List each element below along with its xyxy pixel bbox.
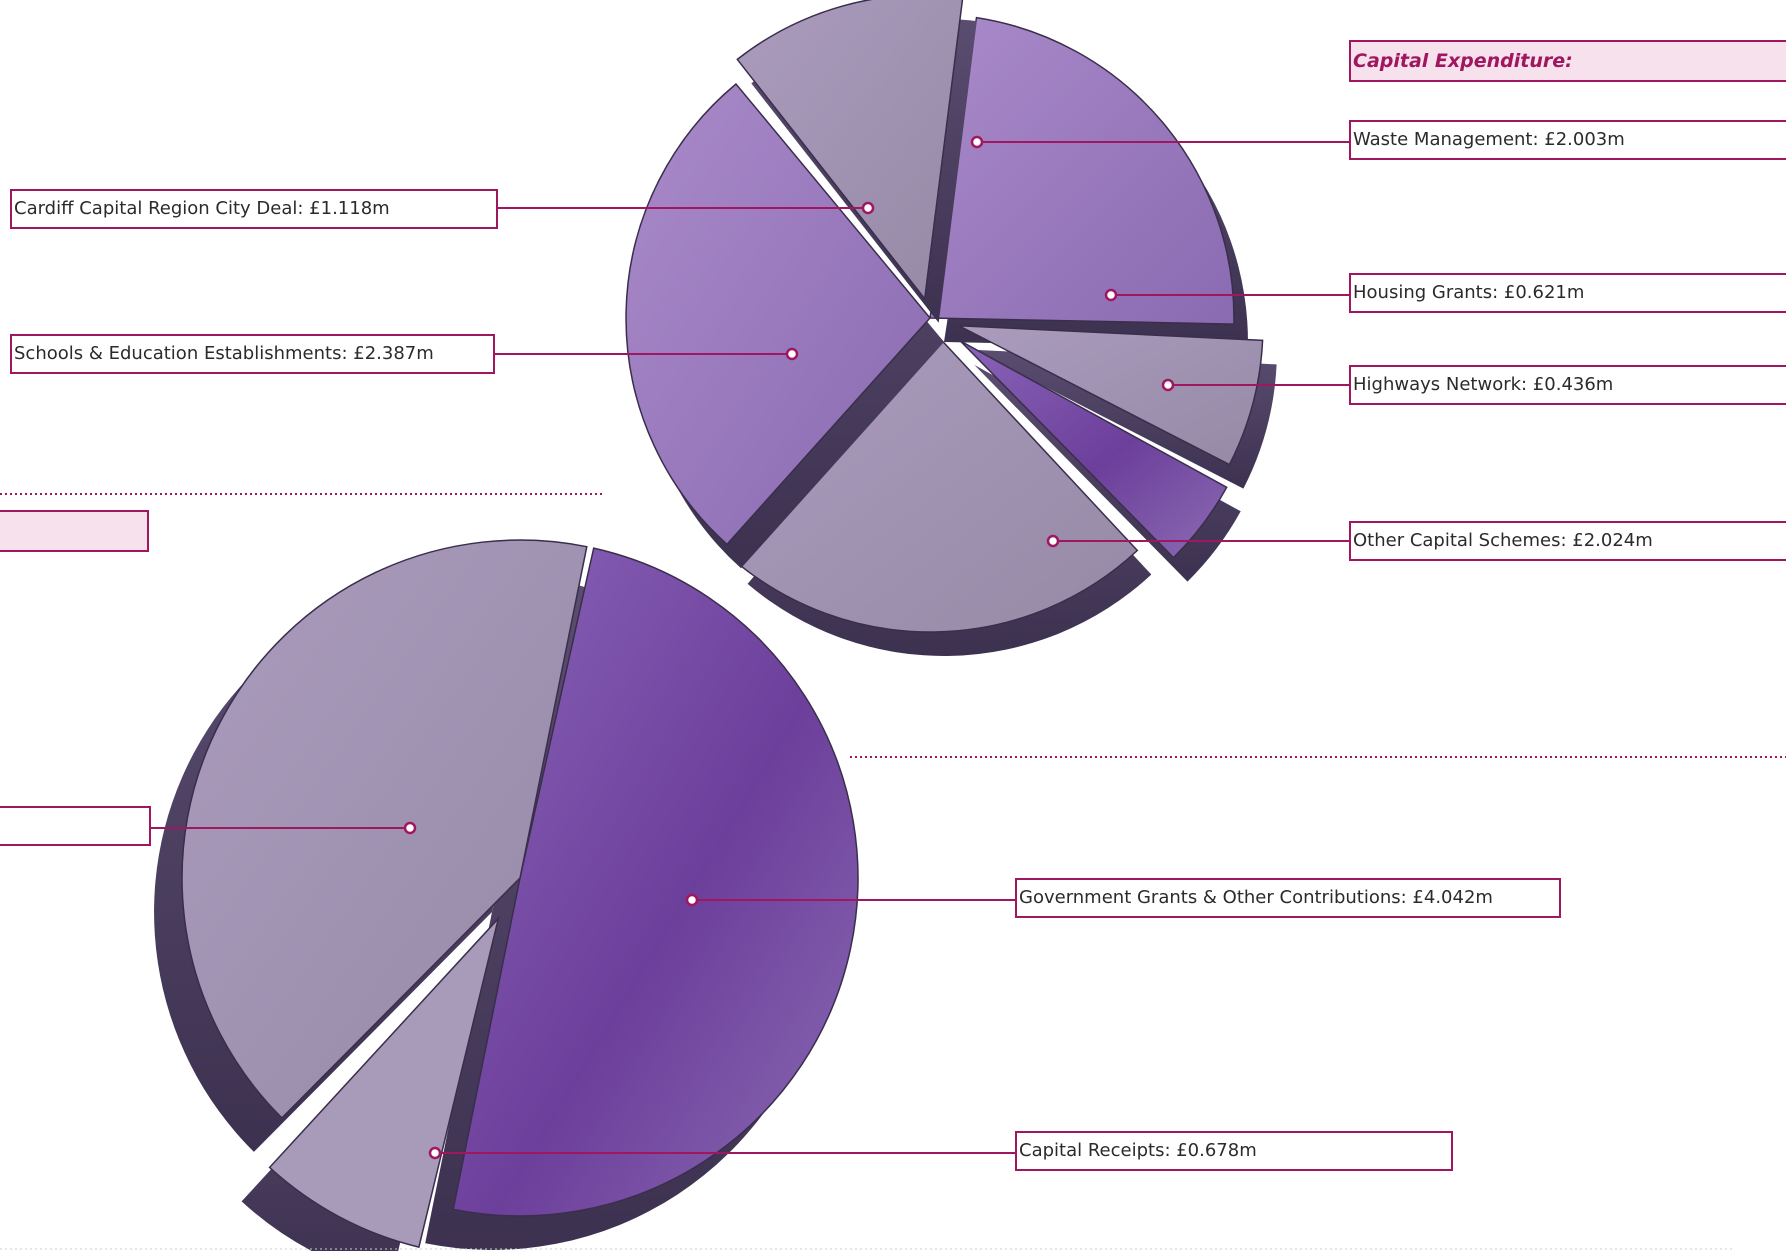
leader-dot-housing-grants: [1104, 288, 1118, 302]
leader-dot-highways-network: [1161, 378, 1175, 392]
slice-cardiff-capital-region-city-deal: [736, 0, 964, 301]
label-waste-management: Waste Management: £2.003m: [1349, 120, 1786, 160]
leader-dot-capital-receipts: [428, 1146, 442, 1160]
leader-dot-government-grants: [685, 893, 699, 907]
leader-dot-left-slice: [403, 821, 417, 835]
leader-dot-waste-management: [970, 135, 984, 149]
leader-dot-other-capital-schemes: [1046, 534, 1060, 548]
capital-expenditure-heading: Capital Expenditure:: [1349, 40, 1786, 82]
financing-heading-box: [0, 510, 149, 552]
slice-highways-network: [959, 340, 1228, 559]
slice-schools-and-education-establishments: [625, 82, 931, 546]
label-city-deal: Cardiff Capital Region City Deal: £1.118…: [10, 189, 498, 229]
slice-capital-receipts: [268, 915, 500, 1249]
slice-housing-grants: [958, 324, 1264, 466]
slice-unlabelled: [181, 539, 588, 1119]
label-housing-grants: Housing Grants: £0.621m: [1349, 273, 1786, 313]
pie-capital-financing: [154, 539, 859, 1255]
label-other-capital-schemes: Other Capital Schemes: £2.024m: [1349, 521, 1786, 561]
slice-other-capital-schemes: [732, 326, 1139, 633]
slice-government-grants-and-other-contributions: [452, 547, 859, 1217]
label-capital-receipts: Capital Receipts: £0.678m: [1015, 1131, 1453, 1171]
label-schools-education: Schools & Education Establishments: £2.3…: [10, 334, 495, 374]
pie-capital-expenditure: [625, 0, 1277, 656]
leader-dot-city-deal: [861, 201, 875, 215]
label-left-slice: [0, 806, 151, 846]
leader-lines: [151, 135, 1349, 1160]
label-government-grants: Government Grants & Other Contributions:…: [1015, 878, 1561, 918]
slice-waste-management: [929, 16, 1235, 325]
label-highways-network: Highways Network: £0.436m: [1349, 365, 1786, 405]
leader-dot-schools-education: [785, 347, 799, 361]
